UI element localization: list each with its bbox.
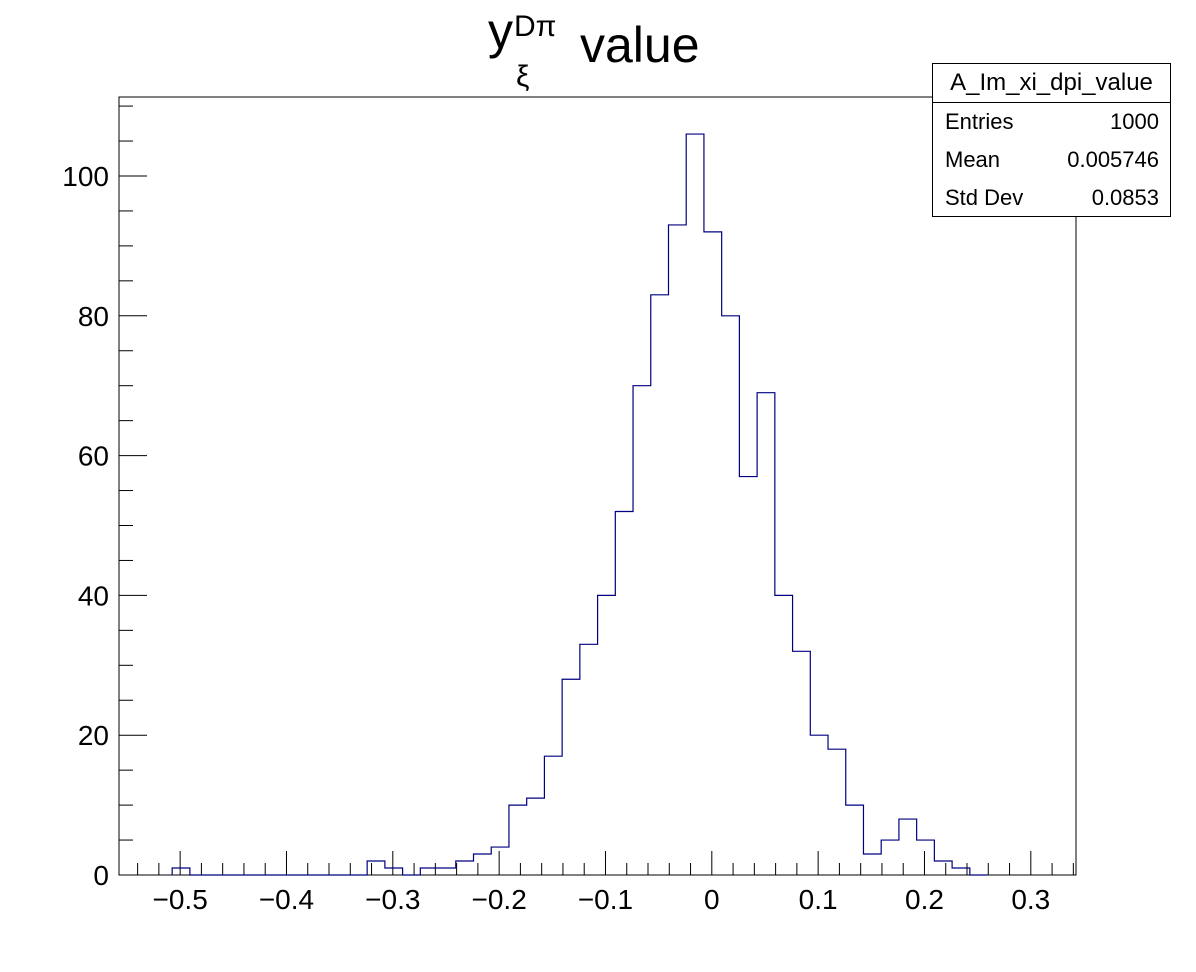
x-tick-label: −0.5 (153, 884, 208, 915)
histogram-bin (598, 595, 616, 875)
y-tick-label: 60 (78, 441, 109, 472)
histogram-bin (438, 868, 456, 875)
histogram-bin (828, 749, 846, 875)
histogram-outline (171, 133, 988, 876)
histogram-bin (615, 512, 633, 875)
histogram-bin (739, 477, 757, 875)
histogram-bin (562, 679, 580, 875)
y-tick-label: 40 (78, 580, 109, 611)
histogram-bin (544, 756, 562, 875)
histogram-bin (633, 386, 651, 875)
histogram-bin (527, 798, 545, 875)
chart-title: y Dπ ξ value (488, 3, 700, 92)
histogram-bin (420, 868, 438, 875)
histogram-bin (899, 819, 917, 875)
title-subscript: ξ (516, 60, 530, 93)
plot-area: 0 20 40 60 80 100 −0.5 −0.4 −0.3 −0.2 −0.1 0 0.1 0.2 0… (62, 96, 1077, 915)
histogram-bin (651, 295, 669, 875)
stats-row-stddev: Std Dev 0.0853 (933, 179, 1170, 217)
x-tick-label: 0.2 (905, 884, 944, 915)
x-tick-label: −0.1 (578, 884, 633, 915)
histogram-bin (668, 225, 686, 875)
plot-frame (118, 96, 1077, 876)
histogram-bin (881, 840, 899, 875)
histogram-bin (810, 735, 828, 875)
y-tick-label: 0 (93, 860, 109, 891)
histogram-bin (846, 805, 864, 875)
x-tick-label: 0.1 (799, 884, 838, 915)
stats-box-title: A_Im_xi_dpi_value (933, 64, 1170, 103)
stats-row-mean: Mean 0.005746 (933, 141, 1170, 179)
x-tick-label: 0 (704, 884, 720, 915)
histogram-bin (722, 316, 740, 875)
title-main: y (488, 3, 513, 59)
histogram-bin (686, 134, 704, 875)
histogram-bin (863, 854, 881, 875)
title-superscript: Dπ (514, 10, 557, 43)
title-rest: value (580, 17, 700, 73)
histogram-bin (934, 861, 952, 875)
histogram-bin (509, 805, 527, 875)
stats-value: 0.0853 (1091, 185, 1159, 210)
x-tick-label: −0.2 (472, 884, 527, 915)
histogram-bin (385, 868, 403, 875)
histogram-bin (474, 854, 492, 875)
histogram-bin (367, 861, 385, 875)
y-tick-label: 80 (78, 301, 109, 332)
stats-label: Std Dev (945, 185, 1024, 210)
histogram-bin (917, 840, 935, 875)
histogram-bin (757, 393, 775, 875)
x-tick-label: 0.3 (1011, 884, 1050, 915)
histogram-bin (172, 868, 190, 875)
y-tick-label: 100 (62, 161, 109, 192)
x-tick-label: −0.3 (365, 884, 420, 915)
stats-label: Entries (945, 109, 1014, 134)
x-tick-label: −0.4 (259, 884, 314, 915)
stats-label: Mean (945, 147, 1001, 172)
histogram-bin (456, 861, 474, 875)
histogram-bin (704, 232, 722, 875)
histogram-bin (491, 847, 509, 875)
y-tick-label: 20 (78, 720, 109, 751)
stats-value: 1000 (1110, 109, 1159, 134)
stats-row-entries: Entries 1000 (933, 103, 1170, 141)
stats-box: A_Im_xi_dpi_value Entries 1000 Mean 0.00… (932, 63, 1171, 217)
stats-value: 0.005746 (1067, 147, 1159, 172)
histogram-bin (793, 651, 811, 875)
histogram-bin (580, 644, 598, 875)
histogram-bin (952, 868, 970, 875)
histogram-bin (775, 595, 793, 875)
